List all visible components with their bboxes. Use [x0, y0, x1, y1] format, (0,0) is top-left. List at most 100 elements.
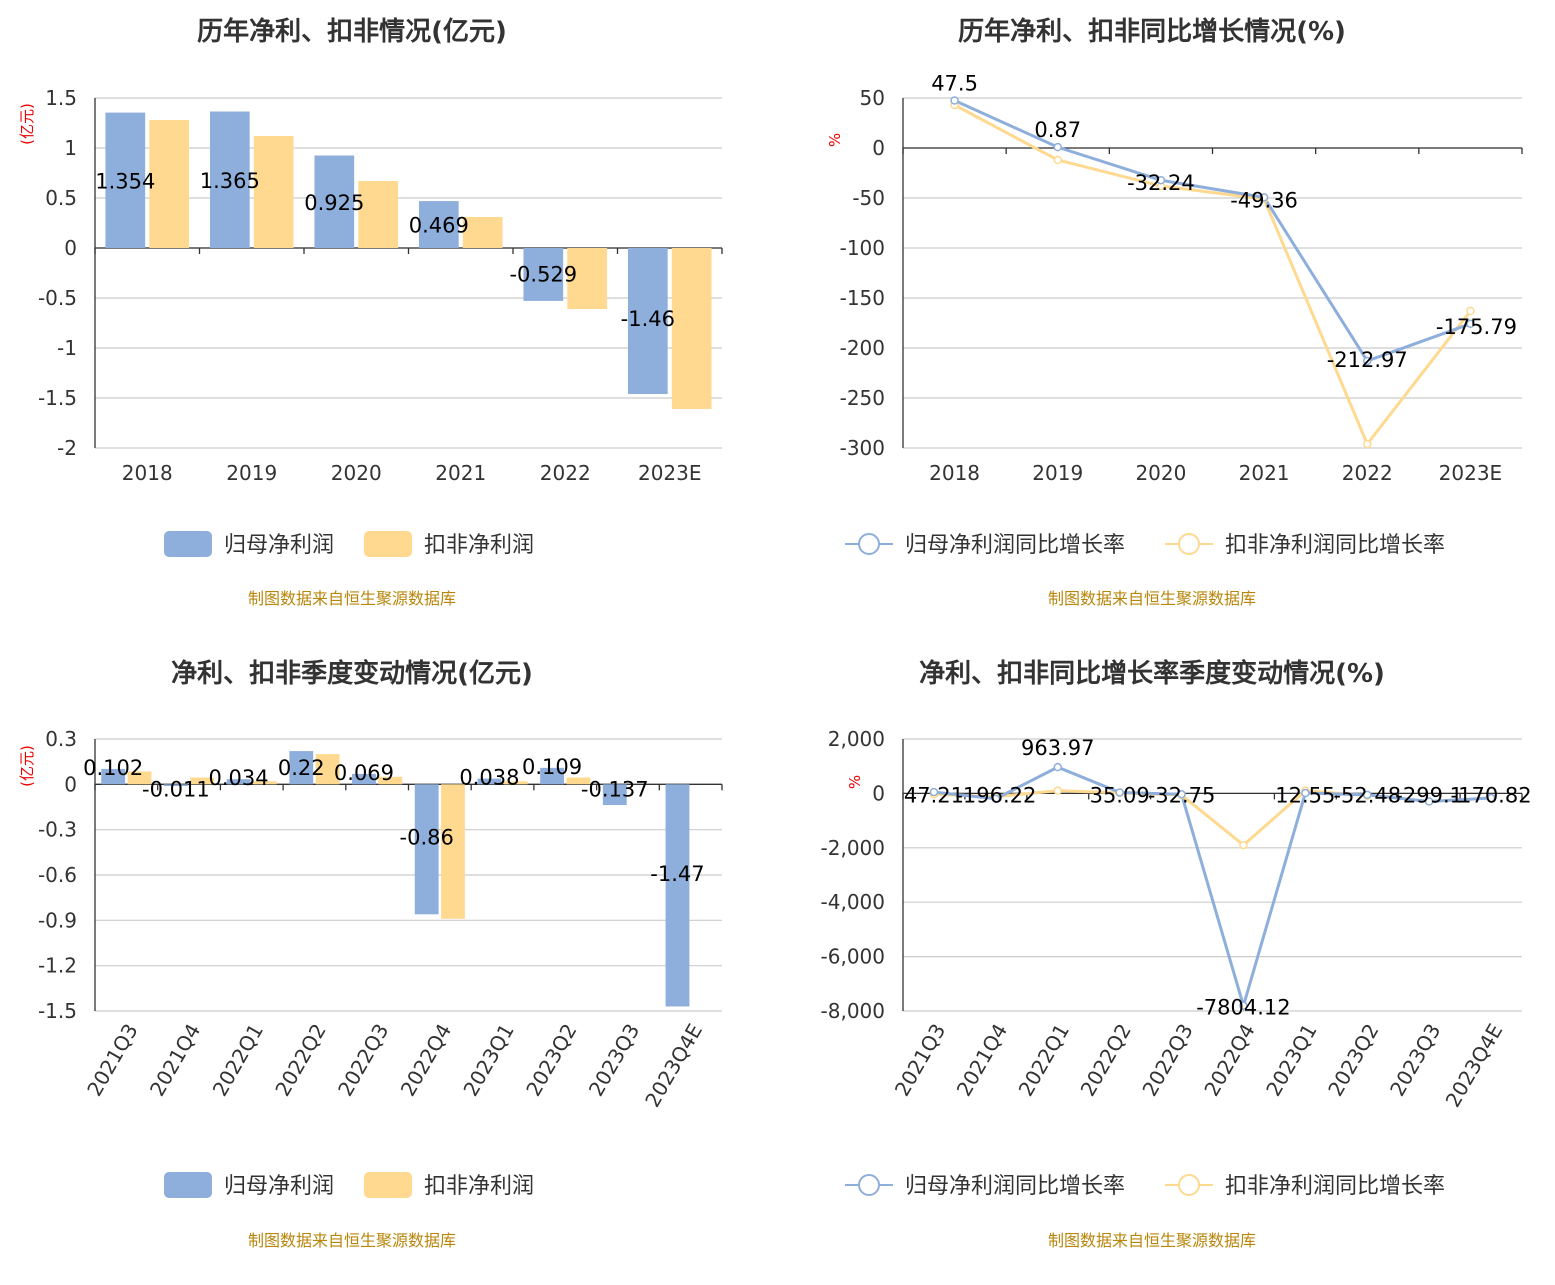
y-tick-label: -1.5 [38, 386, 77, 410]
x-tick-label: 2023Q2 [1323, 1020, 1383, 1101]
x-tick-label: 2023Q3 [1385, 1020, 1445, 1101]
data-label: 0.109 [522, 755, 582, 779]
annual-growth-chart: 历年净利、扣非同比增长情况(%)% 50 0 -50 -100 -150 -200 -250 -… [826, 16, 1523, 608]
point-series-2 [1466, 306, 1475, 316]
point-series-1 [1177, 790, 1186, 799]
bar-series-2 [190, 777, 215, 785]
point-series-1 [991, 794, 1001, 803]
y-tick-label: -200 [840, 336, 885, 360]
x-tick-label: 2021 [1239, 461, 1290, 485]
y-tick-label: -8,000 [821, 999, 885, 1023]
data-label: 35.09 [1090, 783, 1150, 807]
x-tick-label: 2018 [122, 461, 173, 485]
x-tick-label: 2022 [1342, 461, 1393, 485]
point-series-1 [950, 96, 959, 105]
y-tick-label: 0 [872, 136, 885, 160]
data-label: 1.354 [95, 169, 155, 193]
y-tick-label: -0.9 [38, 908, 77, 932]
x-tick-label: 2022Q3 [1137, 1020, 1197, 1101]
bar-series-1 [314, 155, 355, 248]
point-series-2 [1053, 155, 1062, 165]
data-label: -175.79 [1436, 315, 1517, 339]
x-tick-label: 2023Q4E [1441, 1020, 1508, 1112]
bar-series-1 [665, 784, 690, 1007]
bar-series-1 [414, 784, 439, 915]
x-tick-label: 2022Q3 [333, 1020, 393, 1101]
x-tick-label: 2022Q1 [1014, 1020, 1074, 1101]
legend-swatch-series-2 [364, 1172, 412, 1198]
bar-series-1 [289, 751, 314, 785]
x-tick-label: 2022Q4 [1199, 1020, 1259, 1101]
point-series-1 [1486, 793, 1496, 803]
point-series-2 [1239, 840, 1248, 850]
source-note: 制图数据来自恒生聚源数据库 [1048, 589, 1256, 608]
y-axis-unit: % [846, 775, 864, 789]
point-series-1 [1053, 762, 1062, 772]
y-tick-label: -0.5 [38, 286, 77, 310]
data-label: 0.22 [278, 756, 325, 780]
y-tick-label: -1.2 [38, 954, 77, 978]
bar-series-2 [127, 771, 152, 785]
y-tick-label: -250 [840, 386, 885, 410]
point-series-1 [1053, 142, 1062, 152]
x-tick-label: 2023Q1 [1261, 1020, 1321, 1101]
point-series-2 [1053, 786, 1062, 795]
legend-marker-series-2 [1178, 1174, 1200, 1196]
x-tick-label: 2020 [331, 461, 382, 485]
source-note: 制图数据来自恒生聚源数据库 [248, 1231, 456, 1250]
x-tick-label: 2023Q3 [584, 1020, 644, 1101]
annual-profit-chart: 历年净利、扣非情况(亿元) (亿元) 1.5 1 0.5 0 -0.5 -1 -1.5 -2 201… [18, 16, 723, 608]
bar-series-1 [352, 773, 376, 785]
data-label: 0.469 [409, 214, 469, 238]
bar-series-2 [149, 120, 190, 248]
data-label: -170.82 [1451, 783, 1532, 807]
data-label: -7804.12 [1196, 996, 1290, 1020]
x-tick-label: 2023Q4E [640, 1020, 707, 1112]
x-tick-label: 2022Q2 [1076, 1020, 1136, 1101]
data-label: 0.034 [209, 766, 269, 790]
line-series-1 [953, 99, 1471, 363]
point-series-1 [1156, 175, 1166, 185]
y-tick-label: 1.5 [45, 86, 77, 110]
data-label: -0.011 [142, 777, 210, 801]
data-label: -32.75 [1148, 783, 1216, 807]
legend-label-series-1: 归母净利润同比增长率 [905, 533, 1125, 558]
point-series-1 [1301, 788, 1310, 798]
x-tick-label: 2021Q3 [890, 1020, 950, 1101]
x-tick-label: 2020 [1135, 461, 1186, 485]
bar-series-2 [253, 136, 294, 248]
bar-series-2 [566, 777, 591, 785]
bar-series-1 [163, 784, 188, 786]
y-tick-label: 2,000 [828, 727, 885, 751]
bar-series-1 [477, 778, 502, 785]
quarterly-profit-chart: 净利、扣非季度变动情况(亿元) (亿元) 0.3 0 -0.3 -0.6 -0.9 -1.2 -… [18, 658, 723, 1250]
legend-label-series-2: 扣非净利润同比增长率 [1225, 533, 1445, 558]
x-tick-label: 2023E [638, 461, 702, 485]
legend-swatch-series-2 [364, 531, 412, 557]
data-label: 0.069 [334, 761, 394, 785]
chart-title: 历年净利、扣非情况(亿元) [197, 16, 507, 47]
data-label: -0.529 [509, 262, 577, 286]
legend-label-series-1: 归母净利润同比增长率 [905, 1174, 1125, 1199]
bar-series-1 [209, 111, 250, 248]
bar-series-2 [441, 784, 465, 919]
bar-series-1 [540, 767, 564, 785]
bar-series-1 [627, 248, 668, 394]
data-label: -49.36 [1230, 188, 1298, 212]
bar-series-1 [226, 779, 251, 785]
data-label: 963.97 [1021, 736, 1094, 760]
data-label: -212.97 [1327, 348, 1408, 372]
legend-swatch-series-1 [164, 531, 212, 557]
x-tick-label: 2019 [1032, 461, 1083, 485]
y-axis-unit: % [826, 133, 844, 147]
data-label: 47.21 [904, 783, 964, 807]
legend-label-series-2: 扣非净利润同比增长率 [1225, 1174, 1445, 1199]
x-tick-label: 2022Q4 [396, 1020, 456, 1101]
legend-marker-series-2 [1178, 533, 1200, 555]
data-label: 0.102 [83, 756, 143, 780]
y-tick-label: -1.5 [38, 999, 77, 1023]
y-tick-label: 0.3 [45, 727, 77, 751]
data-label: -1.46 [621, 307, 675, 331]
data-label: -0.86 [400, 825, 454, 849]
y-tick-label: 0 [64, 236, 77, 260]
